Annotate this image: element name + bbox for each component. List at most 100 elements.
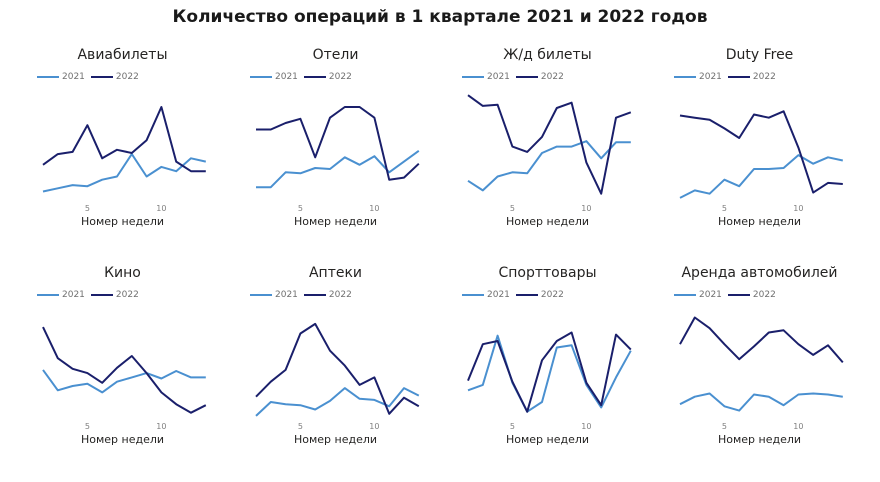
chart-panel: Ж/д билеты 2021 2022 5 10 Номер недели — [440, 47, 655, 262]
x-tick-label: 10 — [156, 422, 167, 431]
series-line-2022[interactable] — [467, 331, 632, 413]
chart-panel: Duty Free 2021 2022 5 10 Номер недели — [652, 47, 867, 262]
x-axis-title: Номер недели — [505, 433, 590, 446]
x-tick-label: 10 — [369, 422, 380, 431]
legend-item-2021[interactable]: 2021 — [250, 290, 298, 300]
legend-label: 2022 — [540, 290, 564, 300]
series-line-2022[interactable] — [256, 106, 420, 181]
chart-legend: 2021 2022 — [37, 72, 145, 82]
legend-item-2022[interactable]: 2022 — [727, 290, 776, 300]
series-line-2021[interactable] — [467, 140, 631, 192]
legend-item-2021[interactable]: 2021 — [674, 290, 722, 300]
x-axis-title: Номер недели — [293, 215, 378, 228]
series-line-2021[interactable] — [42, 369, 206, 394]
x-tick-label: 10 — [793, 204, 804, 213]
line-plot — [255, 322, 420, 417]
chart-legend: 2021 2022 — [674, 290, 782, 300]
chart-panel: Аптеки 2021 2022 5 10 Номер недели — [228, 265, 443, 480]
legend-line-icon — [674, 76, 696, 78]
chart-panel: Отели 2021 2022 5 10 Номер недели — [228, 47, 443, 262]
chart-title: Duty Free — [725, 47, 794, 63]
chart-legend: 2021 2022 — [250, 72, 358, 82]
chart-panel: Аренда автомобилей 2021 2022 5 10 Номер недел… — [652, 265, 867, 480]
chart-legend: 2021 2022 — [462, 72, 570, 82]
series-line-2021[interactable] — [679, 154, 844, 199]
legend-label: 2022 — [328, 290, 352, 300]
series-line-2022[interactable] — [42, 326, 207, 414]
x-tick-label: 5 — [721, 204, 727, 213]
series-line-2021[interactable] — [42, 153, 207, 193]
chart-legend: 2021 2022 — [37, 290, 145, 300]
chart-legend: 2021 2022 — [250, 290, 358, 300]
series-line-2021[interactable] — [467, 334, 632, 413]
x-tick-label: 5 — [297, 422, 303, 431]
legend-item-2021[interactable]: 2021 — [674, 72, 722, 82]
line-plot — [42, 326, 207, 414]
legend-line-icon — [250, 294, 272, 296]
chart-legend: 2021 2022 — [462, 290, 570, 300]
x-tick-label: 5 — [721, 422, 727, 431]
chart-legend: 2021 2022 — [674, 72, 782, 82]
x-tick-label: 10 — [369, 204, 380, 213]
chart-title: Авиабилеты — [77, 47, 168, 63]
legend-label: 2022 — [752, 290, 776, 300]
x-tick-label: 5 — [297, 204, 303, 213]
legend-line-icon — [303, 76, 326, 78]
legend-line-icon — [727, 76, 750, 78]
x-tick-label: 10 — [793, 422, 804, 431]
series-line-2022[interactable] — [679, 316, 844, 364]
legend-line-icon — [515, 294, 538, 296]
legend-item-2021[interactable]: 2021 — [462, 72, 510, 82]
legend-line-icon — [90, 294, 113, 296]
legend-line-icon — [250, 76, 272, 78]
legend-item-2022[interactable]: 2022 — [303, 290, 352, 300]
legend-label: 2021 — [699, 72, 722, 82]
series-line-2021[interactable] — [679, 392, 843, 412]
legend-label: 2022 — [328, 72, 352, 82]
legend-item-2022[interactable]: 2022 — [90, 72, 139, 82]
legend-line-icon — [90, 76, 113, 78]
x-axis-title: Номер недели — [80, 433, 165, 446]
x-axis-title: Номер недели — [717, 215, 802, 228]
legend-line-icon — [727, 294, 750, 296]
series-line-2022[interactable] — [679, 110, 843, 194]
series-line-2022[interactable] — [255, 322, 420, 415]
legend-line-icon — [303, 294, 326, 296]
series-line-2022[interactable] — [467, 94, 632, 195]
legend-item-2021[interactable]: 2021 — [462, 290, 510, 300]
series-line-2022[interactable] — [42, 106, 206, 173]
legend-item-2022[interactable]: 2022 — [90, 290, 139, 300]
legend-label: 2021 — [62, 290, 85, 300]
series-line-2021[interactable] — [256, 149, 420, 189]
chart-title: Кино — [104, 265, 141, 281]
legend-line-icon — [37, 76, 59, 78]
legend-item-2022[interactable]: 2022 — [727, 72, 776, 82]
x-tick-label: 10 — [581, 204, 592, 213]
legend-label: 2022 — [540, 72, 564, 82]
chart-title: Аренда автомобилей — [681, 265, 838, 281]
legend-item-2022[interactable]: 2022 — [515, 290, 564, 300]
legend-item-2022[interactable]: 2022 — [515, 72, 564, 82]
chart-title: Аптеки — [308, 265, 363, 281]
legend-item-2021[interactable]: 2021 — [37, 72, 85, 82]
chart-panel: Кино 2021 2022 5 10 Номер недели — [15, 265, 230, 480]
legend-item-2021[interactable]: 2021 — [250, 72, 298, 82]
series-line-2021[interactable] — [255, 387, 420, 417]
x-tick-label: 10 — [156, 204, 167, 213]
legend-item-2022[interactable]: 2022 — [303, 72, 352, 82]
x-axis-title: Номер недели — [293, 433, 378, 446]
chart-title: Ж/д билеты — [503, 47, 592, 63]
line-plot — [256, 106, 420, 189]
legend-label: 2022 — [115, 290, 139, 300]
legend-line-icon — [674, 294, 696, 296]
x-tick-label: 5 — [509, 422, 515, 431]
legend-item-2021[interactable]: 2021 — [37, 290, 85, 300]
x-tick-label: 10 — [581, 422, 592, 431]
line-plot — [679, 110, 844, 199]
x-axis-title: Номер недели — [717, 433, 802, 446]
legend-label: 2021 — [275, 290, 298, 300]
legend-label: 2021 — [699, 290, 722, 300]
line-plot — [467, 331, 632, 413]
x-axis-title: Номер недели — [505, 215, 590, 228]
line-plot — [42, 106, 207, 193]
